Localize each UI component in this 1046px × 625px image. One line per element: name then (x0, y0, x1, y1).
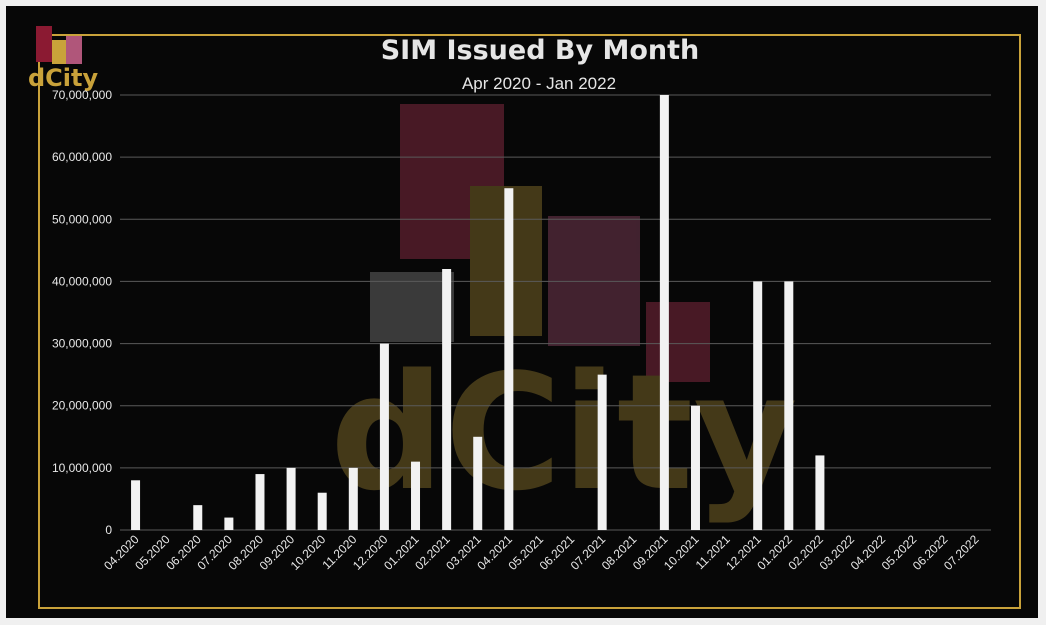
y-tick-label: 40,000,000 (52, 274, 112, 288)
gridlines (120, 94, 991, 531)
bar-01.2022 (784, 281, 794, 530)
bar-07.2021 (597, 374, 607, 530)
y-tick-label: 30,000,000 (52, 337, 112, 351)
bars (131, 95, 825, 530)
x-tick-label: 10.2020 (288, 532, 329, 573)
bar-04.2020 (131, 480, 141, 530)
watermark-logo: dCity (330, 104, 798, 526)
y-tick-label: 70,000,000 (52, 88, 112, 102)
dcity-logo: dCity (28, 26, 98, 92)
bar-10.2021 (690, 405, 700, 530)
bar-08.2020 (255, 474, 265, 530)
chart-subtitle: Apr 2020 - Jan 2022 (462, 74, 616, 93)
y-tick-label: 60,000,000 (52, 150, 112, 164)
bar-02.2021 (442, 269, 452, 530)
chart-title: SIM Issued By Month (381, 35, 700, 66)
x-axis-ticks: 04.202005.202006.202007.202008.202009.20… (101, 532, 982, 573)
y-tick-label: 10,000,000 (52, 461, 112, 475)
y-tick-label: 20,000,000 (52, 399, 112, 413)
bar-03.2021 (473, 436, 483, 530)
bar-06.2020 (193, 505, 203, 530)
bar-02.2022 (815, 455, 825, 530)
y-tick-label: 0 (105, 523, 112, 537)
bar-11.2020 (348, 467, 358, 530)
bar-07.2020 (224, 517, 234, 530)
chart-frame (6, 6, 1038, 618)
watermark-text: dCity (330, 339, 798, 526)
bar-09.2020 (286, 467, 296, 530)
x-tick-label: 07.2022 (941, 532, 982, 573)
y-axis-ticks: 0 10,000,000 20,000,000 30,000,000 40,000,00… (52, 88, 112, 537)
bar-12.2020 (379, 343, 389, 530)
y-tick-label: 50,000,000 (52, 212, 112, 226)
bar-10.2020 (317, 492, 327, 530)
bar-04.2021 (504, 188, 514, 530)
bar-01.2021 (411, 461, 421, 530)
bar-09.2021 (659, 95, 669, 530)
gold-border (38, 34, 1021, 609)
x-tick-label: 10.2021 (661, 532, 702, 573)
logo-text: dCity (28, 64, 98, 92)
bar-12.2021 (753, 281, 763, 530)
